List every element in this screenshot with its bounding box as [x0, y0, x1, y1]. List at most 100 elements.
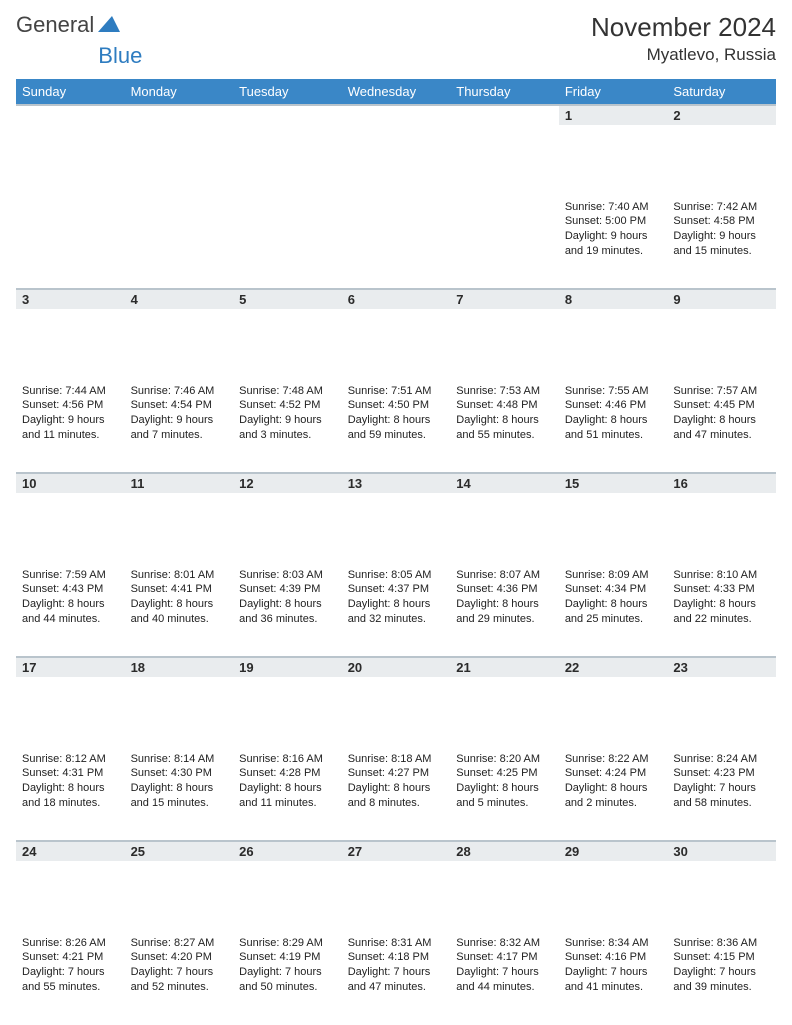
day-sunset: Sunset: 4:50 PM — [348, 398, 445, 413]
day-body — [233, 197, 342, 204]
day-sunset: Sunset: 4:46 PM — [565, 398, 662, 413]
day-number: 25 — [125, 841, 234, 861]
day-body: Sunrise: 8:14 AMSunset: 4:30 PMDaylight:… — [125, 749, 234, 815]
day-daylight: Daylight: 9 hours and 15 minutes. — [673, 229, 770, 259]
day-sunrise: Sunrise: 7:51 AM — [348, 384, 445, 399]
day-number: 3 — [16, 289, 125, 309]
day-number: 24 — [16, 841, 125, 861]
day-sunrise: Sunrise: 7:55 AM — [565, 384, 662, 399]
calendar-body: 12Sunrise: 7:40 AMSunset: 5:00 PMDayligh… — [16, 105, 776, 1025]
location: Myatlevo, Russia — [591, 45, 776, 65]
day-daylight: Daylight: 9 hours and 11 minutes. — [22, 413, 119, 443]
day-sunset: Sunset: 4:36 PM — [456, 582, 553, 597]
day-daylight: Daylight: 8 hours and 32 minutes. — [348, 597, 445, 627]
day-sunset: Sunset: 5:00 PM — [565, 214, 662, 229]
day-body: Sunrise: 7:44 AMSunset: 4:56 PMDaylight:… — [16, 381, 125, 447]
day-daylight: Daylight: 8 hours and 18 minutes. — [22, 781, 119, 811]
day-sunrise: Sunrise: 7:46 AM — [131, 384, 228, 399]
day-daylight: Daylight: 8 hours and 51 minutes. — [565, 413, 662, 443]
day-number: 15 — [559, 473, 668, 493]
day-number: 30 — [667, 841, 776, 861]
day-number: 12 — [233, 473, 342, 493]
day-sunrise: Sunrise: 8:24 AM — [673, 752, 770, 767]
day-body — [125, 197, 234, 204]
day-sunrise: Sunrise: 7:42 AM — [673, 200, 770, 215]
day-number — [16, 105, 125, 125]
day-number: 23 — [667, 657, 776, 677]
day-daylight: Daylight: 7 hours and 55 minutes. — [22, 965, 119, 995]
day-daylight: Daylight: 8 hours and 47 minutes. — [673, 413, 770, 443]
day-sunset: Sunset: 4:31 PM — [22, 766, 119, 781]
day-sunrise: Sunrise: 8:20 AM — [456, 752, 553, 767]
day-daylight: Daylight: 8 hours and 25 minutes. — [565, 597, 662, 627]
day-number: 18 — [125, 657, 234, 677]
day-sunset: Sunset: 4:52 PM — [239, 398, 336, 413]
day-daylight: Daylight: 7 hours and 52 minutes. — [131, 965, 228, 995]
day-sunset: Sunset: 4:54 PM — [131, 398, 228, 413]
page: General November 2024 Myatlevo, Russia G… — [0, 0, 792, 612]
day-daylight: Daylight: 7 hours and 44 minutes. — [456, 965, 553, 995]
day-number: 1 — [559, 105, 668, 125]
day-sunset: Sunset: 4:19 PM — [239, 950, 336, 965]
weekday-header: Friday — [559, 79, 668, 105]
day-sunrise: Sunrise: 8:29 AM — [239, 936, 336, 951]
day-body: Sunrise: 7:40 AMSunset: 5:00 PMDaylight:… — [559, 197, 668, 263]
weekday-header: Thursday — [450, 79, 559, 105]
day-number: 26 — [233, 841, 342, 861]
day-sunset: Sunset: 4:15 PM — [673, 950, 770, 965]
day-body: Sunrise: 8:26 AMSunset: 4:21 PMDaylight:… — [16, 933, 125, 999]
day-sunrise: Sunrise: 8:16 AM — [239, 752, 336, 767]
day-sunset: Sunset: 4:48 PM — [456, 398, 553, 413]
day-number: 11 — [125, 473, 234, 493]
day-sunset: Sunset: 4:17 PM — [456, 950, 553, 965]
day-body: Sunrise: 7:53 AMSunset: 4:48 PMDaylight:… — [450, 381, 559, 447]
month-title: November 2024 — [591, 12, 776, 43]
day-sunset: Sunset: 4:23 PM — [673, 766, 770, 781]
calendar-table: SundayMondayTuesdayWednesdayThursdayFrid… — [16, 79, 776, 1025]
day-sunset: Sunset: 4:28 PM — [239, 766, 336, 781]
day-body: Sunrise: 8:31 AMSunset: 4:18 PMDaylight:… — [342, 933, 451, 999]
day-daylight: Daylight: 8 hours and 22 minutes. — [673, 597, 770, 627]
day-body: Sunrise: 8:22 AMSunset: 4:24 PMDaylight:… — [559, 749, 668, 815]
day-body: Sunrise: 7:48 AMSunset: 4:52 PMDaylight:… — [233, 381, 342, 447]
logo-triangle-icon — [98, 12, 120, 38]
brand-part2: Blue — [98, 43, 142, 69]
day-sunrise: Sunrise: 8:34 AM — [565, 936, 662, 951]
day-sunset: Sunset: 4:16 PM — [565, 950, 662, 965]
day-body: Sunrise: 8:01 AMSunset: 4:41 PMDaylight:… — [125, 565, 234, 631]
day-body: Sunrise: 8:32 AMSunset: 4:17 PMDaylight:… — [450, 933, 559, 999]
day-body: Sunrise: 8:24 AMSunset: 4:23 PMDaylight:… — [667, 749, 776, 815]
day-number: 29 — [559, 841, 668, 861]
day-daylight: Daylight: 7 hours and 58 minutes. — [673, 781, 770, 811]
day-sunset: Sunset: 4:43 PM — [22, 582, 119, 597]
day-sunrise: Sunrise: 7:40 AM — [565, 200, 662, 215]
day-daylight: Daylight: 7 hours and 41 minutes. — [565, 965, 662, 995]
day-sunrise: Sunrise: 8:10 AM — [673, 568, 770, 583]
day-number: 2 — [667, 105, 776, 125]
day-sunset: Sunset: 4:58 PM — [673, 214, 770, 229]
day-number: 13 — [342, 473, 451, 493]
day-sunset: Sunset: 4:21 PM — [22, 950, 119, 965]
day-daylight: Daylight: 7 hours and 50 minutes. — [239, 965, 336, 995]
weekday-header: Tuesday — [233, 79, 342, 105]
day-sunrise: Sunrise: 8:07 AM — [456, 568, 553, 583]
day-daylight: Daylight: 8 hours and 15 minutes. — [131, 781, 228, 811]
day-daylight: Daylight: 9 hours and 19 minutes. — [565, 229, 662, 259]
day-body: Sunrise: 7:57 AMSunset: 4:45 PMDaylight:… — [667, 381, 776, 447]
day-number: 20 — [342, 657, 451, 677]
day-body: Sunrise: 7:55 AMSunset: 4:46 PMDaylight:… — [559, 381, 668, 447]
day-daylight: Daylight: 8 hours and 2 minutes. — [565, 781, 662, 811]
day-daylight: Daylight: 8 hours and 5 minutes. — [456, 781, 553, 811]
day-body — [16, 197, 125, 204]
day-sunrise: Sunrise: 8:26 AM — [22, 936, 119, 951]
day-sunrise: Sunrise: 7:59 AM — [22, 568, 119, 583]
day-sunset: Sunset: 4:39 PM — [239, 582, 336, 597]
day-number: 4 — [125, 289, 234, 309]
day-daylight: Daylight: 8 hours and 59 minutes. — [348, 413, 445, 443]
day-body: Sunrise: 8:29 AMSunset: 4:19 PMDaylight:… — [233, 933, 342, 999]
day-sunrise: Sunrise: 7:48 AM — [239, 384, 336, 399]
day-daylight: Daylight: 8 hours and 44 minutes. — [22, 597, 119, 627]
day-sunrise: Sunrise: 8:03 AM — [239, 568, 336, 583]
day-number: 17 — [16, 657, 125, 677]
day-number: 6 — [342, 289, 451, 309]
